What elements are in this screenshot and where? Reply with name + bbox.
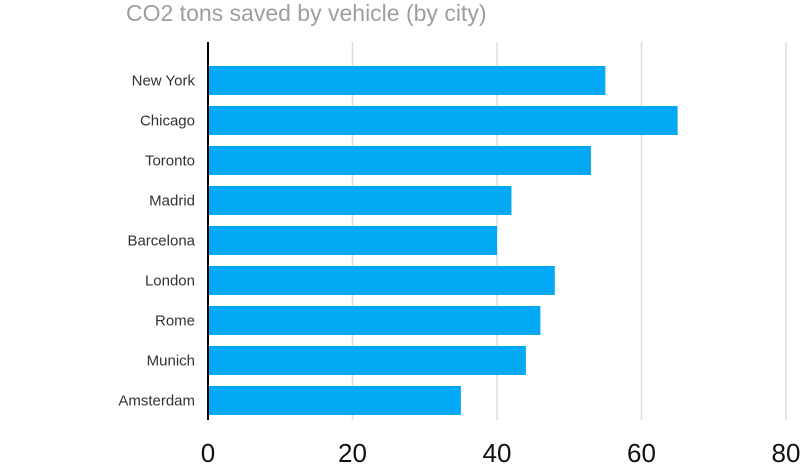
x-tick-label: 20	[338, 438, 367, 468]
bar	[208, 266, 555, 295]
category-label: Chicago	[140, 113, 195, 130]
x-tick-label: 0	[201, 438, 215, 468]
category-label: Rome	[155, 313, 195, 330]
bar	[208, 106, 678, 135]
category-label: Amsterdam	[118, 393, 195, 410]
bar	[208, 346, 526, 375]
x-tick-labels: 0 20 40 60 80	[201, 438, 800, 468]
category-label: Barcelona	[127, 233, 195, 250]
category-labels: New York Chicago Toronto Madrid Barcelona Lon…	[118, 73, 195, 410]
bar	[208, 186, 512, 215]
bar	[208, 66, 606, 95]
bar	[208, 306, 541, 335]
category-label: Munich	[147, 353, 195, 370]
x-tick-label: 40	[483, 438, 512, 468]
bars	[208, 66, 678, 415]
bar	[208, 386, 461, 415]
category-label: London	[145, 273, 195, 290]
category-label: Toronto	[145, 153, 195, 170]
bar	[208, 226, 497, 255]
x-tick-label: 60	[627, 438, 656, 468]
bar	[208, 146, 591, 175]
category-label: New York	[132, 73, 196, 90]
category-label: Madrid	[149, 193, 195, 210]
x-tick-label: 80	[772, 438, 800, 468]
chart-title: CO2 tons saved by vehicle (by city)	[126, 0, 487, 26]
